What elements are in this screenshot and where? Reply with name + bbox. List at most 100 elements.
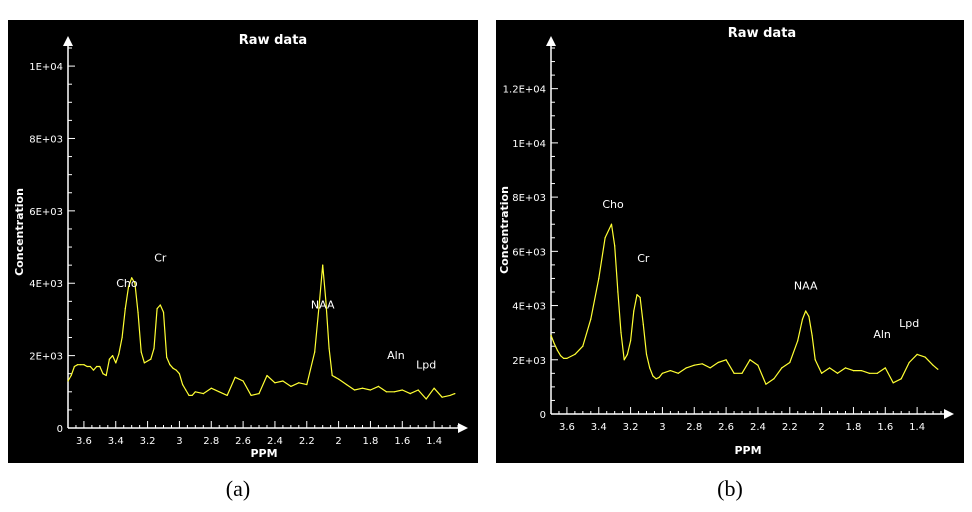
data-point [361, 387, 364, 389]
data-point [693, 364, 695, 366]
data-point [338, 378, 340, 380]
data-point [331, 374, 333, 377]
data-point [661, 372, 664, 374]
x-tick-label: 3 [176, 436, 182, 447]
x-tick-label: 2.4 [267, 436, 283, 447]
data-point [658, 376, 660, 378]
data-point [137, 311, 139, 313]
data-point [741, 372, 743, 374]
data-point [566, 357, 568, 360]
data-point [860, 370, 863, 372]
x-tick-label: 2.8 [686, 422, 702, 433]
chart-panel-b: Raw data PPM Concentration 0 2E+03 4E+03 6E… [496, 20, 964, 463]
data-point [556, 349, 558, 351]
data-point [334, 376, 337, 378]
data-point [789, 361, 791, 364]
chart-b-y-axis-arrow [546, 36, 556, 46]
data-point [669, 370, 671, 372]
data-point [191, 394, 193, 397]
data-point [102, 373, 104, 375]
data-point [417, 389, 419, 391]
data-point [89, 365, 91, 368]
x-tick-label: 3.6 [76, 436, 92, 447]
x-tick-label: 1.6 [394, 436, 410, 447]
data-point [108, 358, 110, 360]
data-point [900, 378, 902, 380]
data-point [121, 336, 123, 339]
data-point [250, 394, 252, 397]
y-tick-label: 1E+04 [512, 139, 546, 150]
chart-b-xlabel: PPM [734, 444, 761, 457]
data-point [162, 311, 165, 313]
data-point [124, 307, 126, 310]
chart-a-y-axis-arrow [63, 36, 73, 46]
data-point [563, 357, 565, 360]
data-point [677, 372, 679, 374]
data-point [425, 398, 427, 400]
data-point [258, 393, 260, 395]
data-point [932, 364, 934, 366]
peak-label-lpd: Lpd [899, 317, 919, 330]
x-tick-label: 1.4 [426, 436, 442, 447]
data-point [844, 367, 847, 369]
data-point [150, 358, 152, 360]
data-point [884, 367, 886, 369]
data-point [598, 277, 600, 280]
x-tick-label: 3.4 [591, 422, 607, 433]
data-point [318, 300, 321, 302]
x-tick-label: 3.6 [559, 422, 575, 433]
x-tick-label: 2.2 [782, 422, 798, 433]
chart-a: Raw data PPM Concentration 0 2E+03 4E+03 6E… [8, 20, 478, 463]
data-point [623, 359, 625, 361]
data-point [234, 376, 236, 378]
data-point [454, 393, 456, 395]
data-point [353, 389, 356, 391]
data-point [814, 359, 816, 361]
data-point [127, 286, 130, 288]
data-point [781, 367, 783, 369]
data-point [298, 382, 300, 384]
data-point [808, 315, 810, 317]
data-point [226, 394, 228, 397]
data-point [645, 353, 648, 355]
x-tick-label: 1.4 [909, 422, 925, 433]
data-point [908, 361, 910, 364]
data-point [143, 362, 146, 364]
y-tick-label: 4E+03 [512, 302, 546, 313]
data-point [652, 375, 654, 377]
y-tick-label: 1E+04 [29, 62, 63, 73]
data-point [757, 364, 759, 366]
data-point [582, 345, 584, 347]
y-tick-label: 0 [57, 424, 63, 435]
data-point [409, 393, 411, 395]
y-tick-label: 0 [540, 410, 546, 421]
data-point [92, 369, 95, 371]
data-point [166, 356, 168, 359]
x-tick-label: 3.2 [140, 436, 156, 447]
data-point [610, 223, 613, 225]
x-tick-label: 2.6 [718, 422, 734, 433]
data-point [202, 393, 204, 395]
data-point [314, 351, 316, 353]
data-point [709, 367, 711, 369]
data-point [749, 359, 751, 361]
data-point [441, 396, 443, 398]
data-point [614, 245, 616, 247]
data-point [182, 383, 184, 386]
data-point [868, 372, 870, 374]
data-point [626, 353, 629, 355]
data-point [156, 307, 158, 310]
data-point [924, 356, 926, 358]
data-point [649, 367, 651, 369]
data-point [836, 372, 839, 374]
data-point [574, 353, 576, 355]
chart-a-ylabel: Concentration [13, 188, 26, 276]
data-point [218, 391, 220, 393]
chart-b-x-axis-arrow [944, 409, 954, 419]
caption-a: (a) [225, 476, 251, 501]
data-point [76, 364, 79, 366]
data-point [80, 364, 82, 366]
data-point [322, 264, 324, 266]
peak-label-cr: Cr [637, 252, 650, 265]
data-point [811, 334, 813, 336]
